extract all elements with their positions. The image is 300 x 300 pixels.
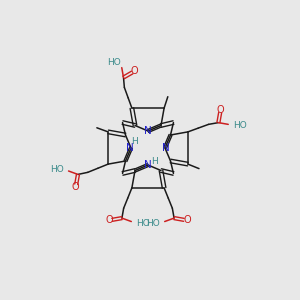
Text: HO: HO [50, 165, 64, 174]
Text: N: N [162, 143, 170, 153]
Text: O: O [217, 105, 224, 115]
Text: HO: HO [107, 58, 121, 67]
Text: HO: HO [233, 121, 247, 130]
Text: N: N [144, 126, 152, 136]
Text: H: H [130, 137, 137, 146]
Text: O: O [183, 215, 191, 225]
Text: HO: HO [146, 219, 160, 228]
Text: HO: HO [136, 219, 150, 228]
Text: H: H [151, 157, 158, 166]
Text: O: O [105, 215, 113, 225]
Text: O: O [131, 66, 139, 76]
Text: N: N [126, 143, 134, 153]
Text: N: N [144, 160, 152, 170]
Text: O: O [72, 182, 80, 192]
